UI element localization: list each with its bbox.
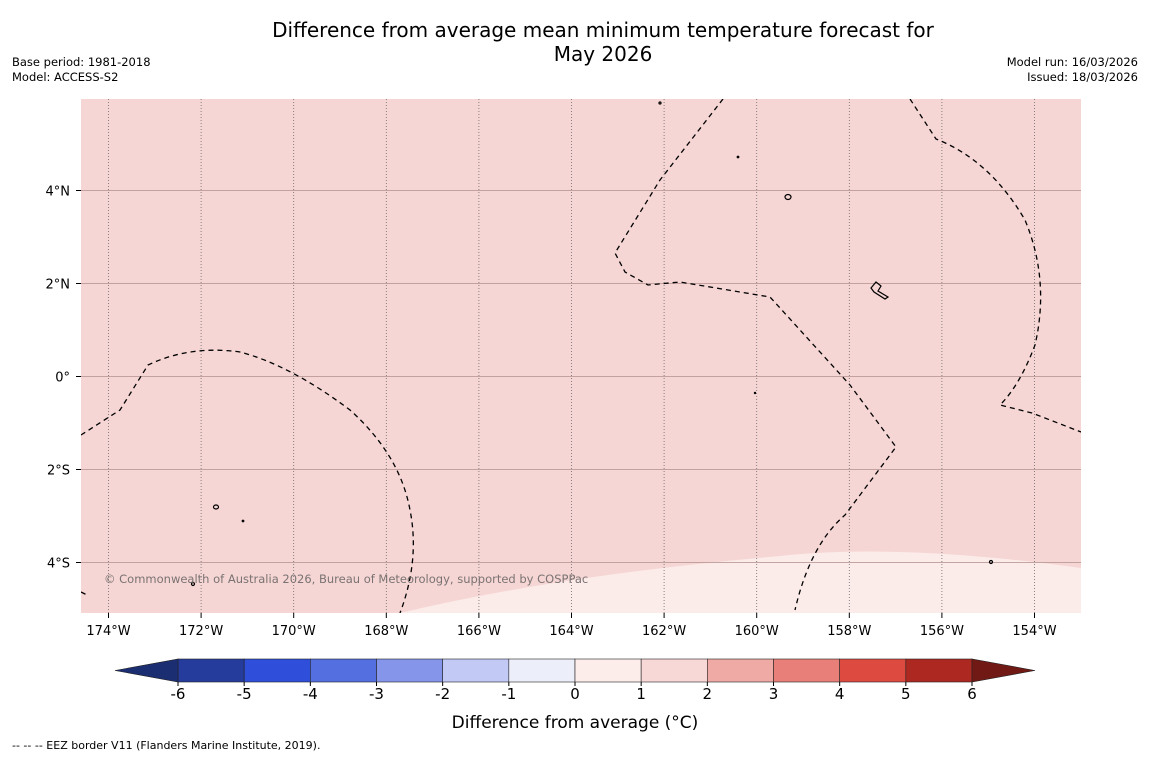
colorbar-tick-label: 5 bbox=[901, 685, 911, 703]
gridlines bbox=[81, 99, 1081, 613]
metadata-left: Base period: 1981-2018 Model: ACCESS-S2 bbox=[12, 55, 151, 85]
colorbar-label: Difference from average (°C) bbox=[452, 713, 699, 733]
longitude-axis: 174°W 172°W 170°W 168°W 166°W 164°W 162°W 160°W… bbox=[86, 613, 1057, 639]
longitude-label: 164°W bbox=[549, 624, 593, 639]
latitude-label: 4°S bbox=[47, 557, 70, 572]
island-icon bbox=[658, 101, 662, 105]
colorbar-tick-label: -5 bbox=[237, 685, 252, 703]
island-icon bbox=[753, 391, 757, 395]
latitude-label: 2°S bbox=[47, 464, 70, 479]
anomaly-1-to-2-fill bbox=[81, 99, 1081, 613]
model-name: Model: ACCESS-S2 bbox=[12, 70, 119, 84]
longitude-label: 154°W bbox=[1012, 624, 1056, 639]
colorbar-segment bbox=[442, 658, 510, 683]
eez-borders bbox=[81, 99, 1081, 613]
colorbar-segment bbox=[376, 658, 443, 683]
longitude-label: 162°W bbox=[642, 624, 686, 639]
longitude-label: 156°W bbox=[920, 624, 964, 639]
chart-title: Difference from average mean minimum tem… bbox=[0, 18, 1150, 66]
island-icon bbox=[784, 193, 792, 201]
model-run: Model run: 16/03/2026 bbox=[1006, 55, 1138, 69]
colorbar-tick-label: 3 bbox=[769, 685, 779, 703]
title-line-1: Difference from average mean minimum tem… bbox=[272, 18, 934, 42]
colorbar-segment bbox=[508, 658, 576, 683]
eez-border-west bbox=[81, 349, 414, 613]
longitude-label: 172°W bbox=[179, 624, 223, 639]
colorbar-under-arrow bbox=[114, 658, 179, 683]
colorbar-tick-label: -4 bbox=[303, 685, 318, 703]
colorbar-segment bbox=[839, 658, 907, 683]
issued-date: Issued: 18/03/2026 bbox=[1027, 70, 1138, 84]
metadata-right: Model run: 16/03/2026 Issued: 18/03/2026 bbox=[1007, 55, 1138, 85]
colorbar-segment bbox=[574, 658, 642, 683]
eez-footnote: -- -- -- EEZ border V11 (Flanders Marine… bbox=[12, 739, 321, 752]
colorbar-tick-label: 0 bbox=[570, 685, 580, 703]
colorbar-segment bbox=[243, 658, 311, 683]
colorbar-segment bbox=[773, 658, 840, 683]
longitude-label: 170°W bbox=[272, 624, 316, 639]
colorbar-tick-label: -1 bbox=[501, 685, 516, 703]
colorbar-tick-label: -6 bbox=[171, 685, 186, 703]
island-icon bbox=[241, 519, 245, 523]
colorbar-tick-label: -2 bbox=[435, 685, 450, 703]
latitude-label: 0° bbox=[55, 371, 70, 386]
island-icon bbox=[190, 581, 196, 587]
latitude-label: 4°N bbox=[46, 185, 71, 200]
colorbar-tick-label: 6 bbox=[967, 685, 977, 703]
colorbar-tick-label: -3 bbox=[369, 685, 384, 703]
longitude-label: 160°W bbox=[735, 624, 779, 639]
colorbar-segment bbox=[177, 658, 245, 683]
copyright-notice: © Commonwealth of Australia 2026, Bureau… bbox=[104, 572, 588, 586]
colorbar-segment bbox=[310, 658, 377, 683]
islands bbox=[190, 101, 994, 587]
island-icon bbox=[212, 504, 220, 510]
latitude-axis: 4°N 2°N 0° 2°S 4°S bbox=[46, 185, 81, 572]
island-icon bbox=[988, 559, 994, 565]
map-area: © Commonwealth of Australia 2026, Bureau… bbox=[81, 99, 1081, 613]
longitude-label: 174°W bbox=[86, 624, 130, 639]
longitude-label: 166°W bbox=[457, 624, 501, 639]
latitude-label: 2°N bbox=[46, 278, 71, 293]
longitude-label: 158°W bbox=[827, 624, 871, 639]
colorbar-segment bbox=[640, 658, 708, 683]
colorbar-segment bbox=[707, 658, 774, 683]
colorbar: -6 -5 -4 -3 -2 -1 0 1 2 3 4 5 6 bbox=[114, 658, 1036, 703]
longitude-label: 168°W bbox=[364, 624, 408, 639]
island-icon bbox=[870, 281, 890, 300]
island-icon bbox=[736, 155, 740, 159]
colorbar-tick-label: 1 bbox=[636, 685, 646, 703]
colorbar-over-arrow bbox=[971, 658, 1036, 683]
colorbar-segment bbox=[905, 658, 973, 683]
anomaly-0-to-1-fill bbox=[400, 551, 1081, 613]
eez-border-central bbox=[614, 99, 897, 611]
colorbar-tick-label: 4 bbox=[835, 685, 845, 703]
eez-border-edge bbox=[81, 591, 88, 596]
base-period: Base period: 1981-2018 bbox=[12, 55, 151, 69]
title-line-2: May 2026 bbox=[553, 42, 653, 66]
colorbar-tick-label: 2 bbox=[703, 685, 713, 703]
